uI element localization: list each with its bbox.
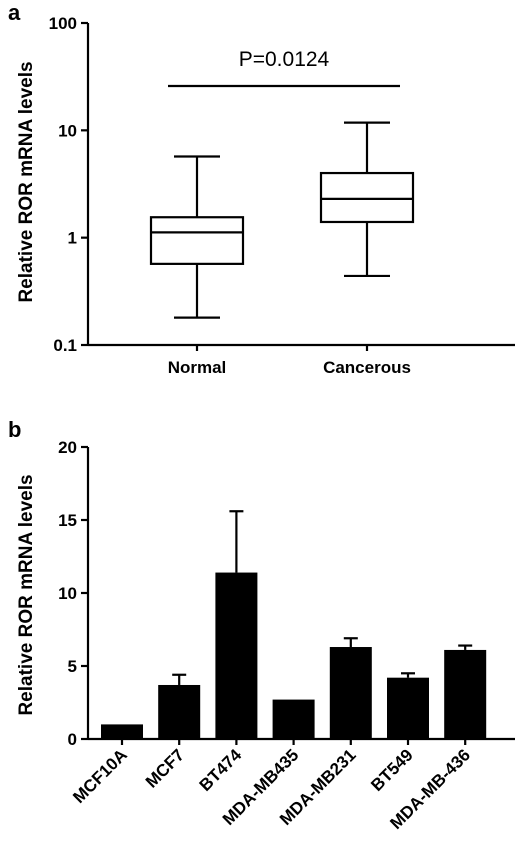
panel-b-y-tick-label: 0 <box>68 730 77 749</box>
panel-b-category-label: MCF10A <box>69 745 131 807</box>
panel-b-y-tick-label: 15 <box>58 511 77 530</box>
panel-b-bar <box>387 677 429 739</box>
panel-b-y-tick-label: 10 <box>58 584 77 603</box>
panel-b-bar <box>101 724 143 739</box>
panel-a-y-tick-label: 10 <box>58 121 77 140</box>
panel-a-box-plot: 0.1 1 10 100 Normal Cancerous <box>49 14 515 377</box>
p-value-annotation: P=0.0124 <box>239 48 330 71</box>
panel-a-y-tick-label: 100 <box>49 14 77 33</box>
panel-a-label: a <box>8 0 21 25</box>
panel-b-label: b <box>8 417 21 442</box>
panel-b-bar <box>329 647 372 739</box>
panel-b-category-label: MCF7 <box>142 745 188 791</box>
panel-b-y-tick-label: 5 <box>68 657 77 676</box>
panel-a-y-tick-label: 0.1 <box>53 336 77 355</box>
panel-a-category-label: Normal <box>168 358 227 377</box>
panel-a-y-axis-label: Relative ROR mRNA levels <box>16 61 37 302</box>
panel-b-y-axis-label: Relative ROR mRNA levels <box>16 474 37 715</box>
panel-b-category-label: BT474 <box>196 745 246 795</box>
panel-b-bar <box>444 649 487 739</box>
panel-a-box <box>319 171 415 224</box>
panel-b-bar <box>215 572 258 739</box>
panel-a-y-tick-label: 1 <box>68 229 77 248</box>
panel-b-y-tick-label: 20 <box>58 438 77 457</box>
panel-a-box <box>149 216 245 265</box>
panel-b-bar <box>158 684 201 739</box>
panel-a-category-label: Cancerous <box>323 358 411 377</box>
panel-b-category-label: BT549 <box>367 745 417 795</box>
panel-b-bar <box>272 699 315 739</box>
